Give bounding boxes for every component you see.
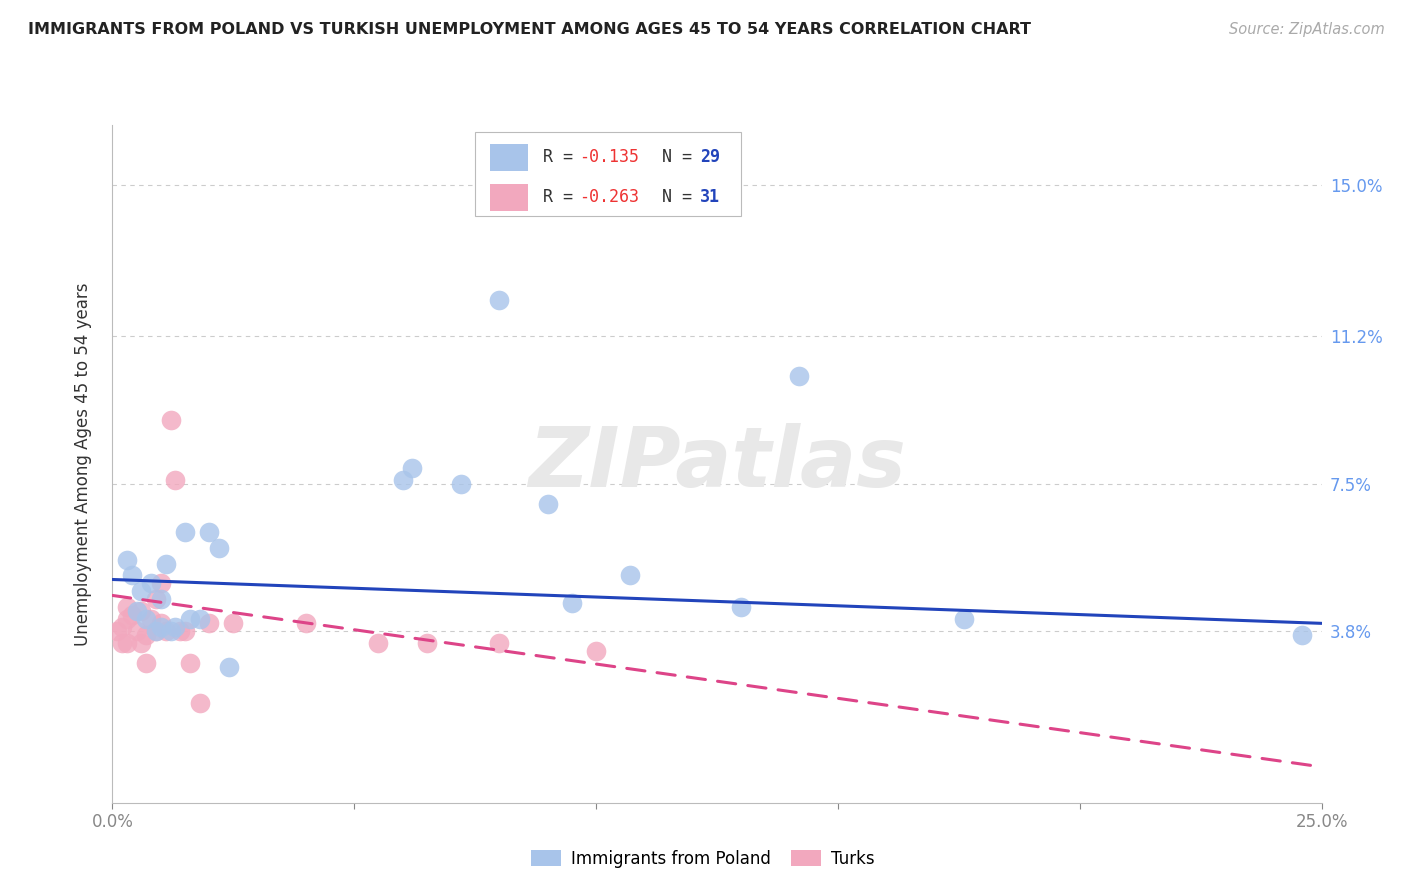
Point	[141, 576, 163, 591]
Point	[145, 624, 167, 639]
Point	[165, 620, 187, 634]
Point	[295, 616, 318, 631]
Point	[121, 608, 143, 623]
Legend: Immigrants from Poland, Turks: Immigrants from Poland, Turks	[524, 844, 882, 875]
Point	[585, 644, 607, 658]
Point	[450, 476, 472, 491]
Text: Source: ZipAtlas.com: Source: ZipAtlas.com	[1229, 22, 1385, 37]
Point	[488, 636, 510, 650]
Point	[141, 612, 163, 626]
Point	[730, 600, 752, 615]
Point	[145, 624, 167, 639]
Bar	[475, 132, 741, 217]
Point	[155, 624, 177, 639]
Point	[131, 636, 153, 650]
Point	[149, 620, 172, 634]
Point	[135, 612, 157, 626]
Point	[169, 624, 191, 639]
Text: 31: 31	[700, 188, 720, 206]
Point	[179, 657, 201, 671]
Text: R =: R =	[543, 188, 583, 206]
Point	[174, 524, 197, 539]
Bar	[489, 184, 529, 211]
Text: -0.135: -0.135	[579, 148, 640, 167]
Point	[115, 552, 138, 566]
Point	[149, 592, 172, 607]
Y-axis label: Unemployment Among Ages 45 to 54 years: Unemployment Among Ages 45 to 54 years	[73, 282, 91, 646]
Point	[125, 624, 148, 639]
Text: 29: 29	[700, 148, 720, 167]
Point	[159, 624, 181, 639]
Point	[135, 657, 157, 671]
Text: R =: R =	[543, 148, 583, 167]
Point	[115, 636, 138, 650]
Point	[149, 616, 172, 631]
Point	[416, 636, 439, 650]
Point	[155, 557, 177, 571]
Point	[145, 592, 167, 607]
Point	[135, 628, 157, 642]
Point	[401, 460, 423, 475]
Point	[111, 636, 134, 650]
Text: IMMIGRANTS FROM POLAND VS TURKISH UNEMPLOYMENT AMONG AGES 45 TO 54 YEARS CORRELA: IMMIGRANTS FROM POLAND VS TURKISH UNEMPL…	[28, 22, 1031, 37]
Point	[787, 369, 810, 384]
Text: ZIPatlas: ZIPatlas	[529, 424, 905, 504]
Point	[208, 541, 231, 555]
Point	[159, 413, 181, 427]
Point	[198, 616, 221, 631]
Point	[115, 600, 138, 615]
Point	[149, 576, 172, 591]
Point	[391, 473, 413, 487]
Point	[111, 620, 134, 634]
Point	[537, 497, 560, 511]
Point	[121, 568, 143, 582]
Point	[952, 612, 974, 626]
Point	[105, 624, 128, 639]
Text: N =: N =	[643, 188, 702, 206]
Point	[115, 612, 138, 626]
Text: -0.263: -0.263	[579, 188, 640, 206]
Point	[198, 524, 221, 539]
Point	[165, 473, 187, 487]
Text: N =: N =	[643, 148, 702, 167]
Point	[131, 604, 153, 618]
Point	[131, 584, 153, 599]
Bar	[489, 144, 529, 171]
Point	[218, 660, 240, 674]
Point	[561, 596, 583, 610]
Point	[179, 612, 201, 626]
Point	[488, 293, 510, 308]
Point	[222, 616, 245, 631]
Point	[174, 624, 197, 639]
Point	[188, 696, 211, 710]
Point	[125, 604, 148, 618]
Point	[367, 636, 389, 650]
Point	[1291, 628, 1313, 642]
Point	[619, 568, 641, 582]
Point	[188, 612, 211, 626]
